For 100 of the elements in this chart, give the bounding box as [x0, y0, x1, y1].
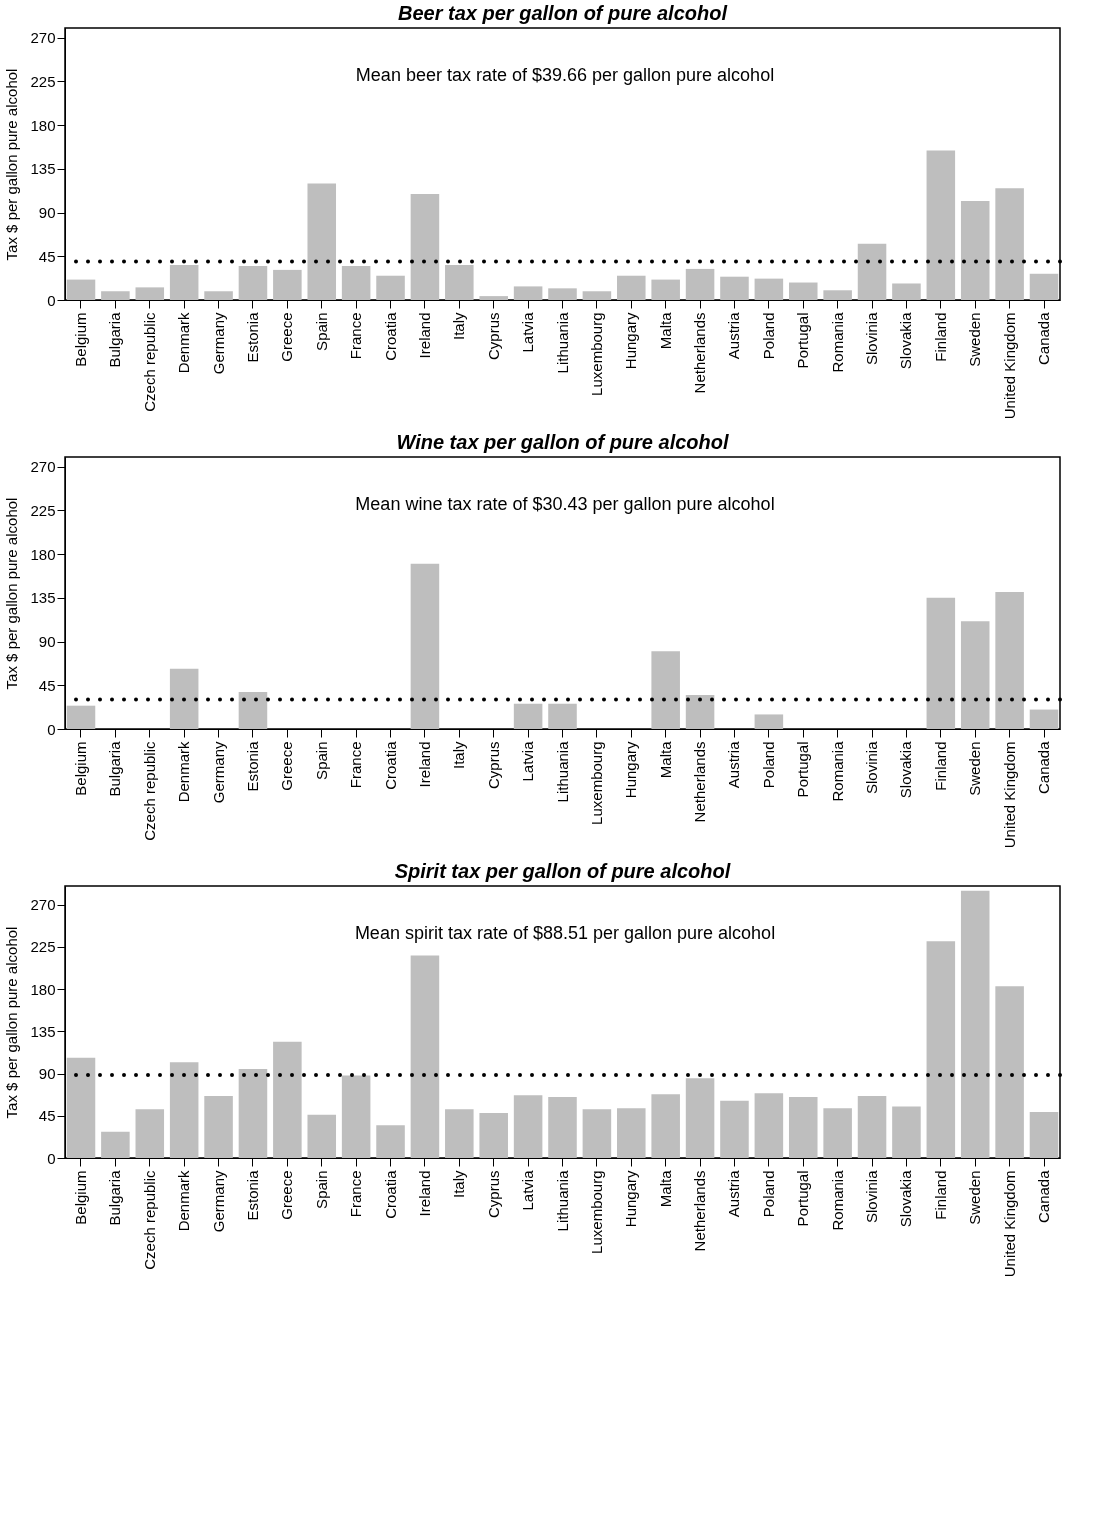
x-tick-label: Luxembourg — [587, 1170, 605, 1254]
bar — [1029, 273, 1059, 300]
annotation: Mean spirit tax rate of $88.51 per gallon pure alcohol — [354, 923, 776, 943]
bar — [685, 695, 715, 729]
bar — [101, 1131, 130, 1158]
bar — [788, 282, 818, 300]
x-tick-label: Hungary — [622, 741, 640, 799]
x-tick-label: Canada — [1035, 740, 1053, 795]
x-tick-label: Bulgaria — [106, 1169, 124, 1226]
bar — [754, 714, 784, 729]
bar — [823, 1108, 852, 1158]
bar — [307, 1114, 337, 1158]
x-tick-label: Belgium — [71, 312, 89, 367]
x-tick-label: United Kingdom — [1000, 741, 1018, 849]
x-tick-label: Germany — [209, 741, 227, 804]
bar — [857, 1096, 887, 1158]
x-tick-label: Slovinia — [863, 311, 881, 366]
bar — [651, 651, 680, 729]
y-axis-title: Tax $ per gallon pure alcohol — [3, 68, 21, 261]
x-tick-label: Sweden — [966, 741, 984, 796]
bar — [410, 955, 440, 1158]
x-tick-label: Spain — [312, 1170, 330, 1209]
x-tick-label: Poland — [759, 312, 777, 360]
bar — [685, 268, 715, 300]
bar — [685, 1078, 715, 1158]
x-tick-label: Spain — [312, 312, 330, 351]
bar — [823, 290, 852, 300]
y-tick-label: 135 — [30, 160, 56, 178]
y-tick-label: 180 — [30, 980, 56, 998]
x-tick-label: Lithuania — [553, 1169, 571, 1232]
x-tick-label: Germany — [209, 312, 227, 375]
x-tick-label: Portugal — [794, 312, 812, 369]
x-tick-label: Finland — [931, 1170, 949, 1220]
bar — [617, 1108, 646, 1158]
x-tick-label: Ireland — [415, 1170, 433, 1217]
x-tick-label: Slovinia — [863, 1169, 881, 1224]
x-tick-label: Slovakia — [897, 740, 915, 799]
bar — [513, 1095, 543, 1158]
x-tick-label: Sweden — [966, 312, 984, 367]
x-tick-label: Romania — [828, 311, 846, 373]
y-tick-label: 225 — [30, 72, 56, 90]
bar — [926, 941, 956, 1158]
bar — [410, 194, 440, 300]
x-tick-label: Slovinia — [863, 740, 881, 795]
x-tick-label: Estonia — [243, 311, 261, 363]
x-tick-label: United Kingdom — [1000, 312, 1018, 420]
bar — [341, 1075, 371, 1158]
x-tick-label: Canada — [1035, 311, 1053, 366]
x-tick-label: Spain — [312, 741, 330, 780]
x-tick-label: Croatia — [381, 1169, 399, 1219]
x-tick-label: Czech republic — [140, 741, 158, 841]
bar — [995, 188, 1024, 300]
x-tick-label: Luxembourg — [587, 741, 605, 825]
x-tick-label: Cyprus — [484, 741, 502, 790]
x-tick-label: Ireland — [415, 312, 433, 359]
bar — [857, 243, 887, 300]
bar — [926, 150, 956, 300]
x-tick-label: Slovakia — [897, 1169, 915, 1228]
bar — [445, 1109, 474, 1158]
x-tick-label: Italy — [450, 312, 468, 341]
bar — [617, 275, 646, 300]
y-tick-label: 135 — [30, 589, 56, 607]
x-tick-label: Luxembourg — [587, 312, 605, 396]
bar — [169, 265, 199, 300]
x-tick-label: Belgium — [71, 1170, 89, 1225]
bar — [651, 1094, 680, 1158]
x-tick-label: Romania — [828, 740, 846, 802]
x-tick-label: Finland — [931, 312, 949, 362]
y-tick-label: 135 — [30, 1022, 56, 1040]
bar — [445, 265, 474, 300]
x-tick-label: Cyprus — [484, 1170, 502, 1219]
x-tick-label: Greece — [278, 741, 296, 791]
chart-title: Wine tax per gallon of pure alcohol — [396, 431, 729, 453]
x-tick-label: Netherlands — [691, 312, 709, 394]
y-tick-label: 270 — [30, 896, 56, 914]
x-tick-label: Greece — [278, 1170, 296, 1220]
x-tick-label: Netherlands — [691, 741, 709, 823]
x-tick-label: Latvia — [519, 1169, 537, 1211]
x-tick-label: Greece — [278, 312, 296, 362]
bar — [204, 291, 233, 300]
x-tick-label: Bulgaria — [106, 311, 124, 368]
x-tick-label: Finland — [931, 741, 949, 791]
bar — [341, 266, 371, 300]
x-tick-label: Malta — [656, 1169, 674, 1208]
y-tick-label: 0 — [47, 720, 56, 738]
x-tick-label: Italy — [450, 1170, 468, 1199]
y-tick-label: 45 — [38, 676, 56, 694]
y-tick-label: 0 — [47, 291, 56, 309]
x-tick-label: Sweden — [966, 1170, 984, 1225]
y-axis-title: Tax $ per gallon pure alcohol — [3, 926, 21, 1119]
x-tick-label: Hungary — [622, 1170, 640, 1228]
bar — [238, 692, 268, 729]
bar — [960, 621, 990, 729]
x-tick-label: Italy — [450, 741, 468, 770]
bar — [720, 1100, 749, 1158]
x-tick-label: Poland — [759, 1170, 777, 1218]
chart-title: Spirit tax per gallon of pure alcohol — [394, 860, 731, 882]
y-axis-title: Tax $ per gallon pure alcohol — [3, 497, 21, 690]
bar — [651, 279, 680, 300]
y-tick-label: 90 — [38, 204, 56, 222]
